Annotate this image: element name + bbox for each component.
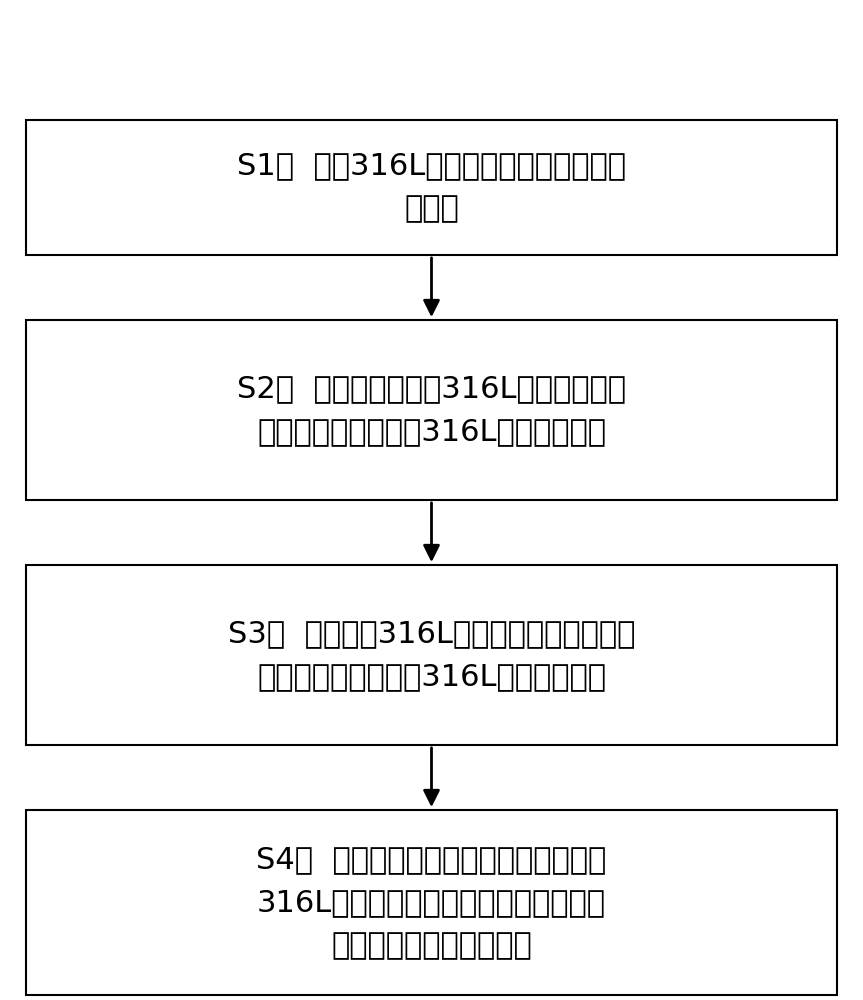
FancyBboxPatch shape xyxy=(26,320,837,500)
Text: S3：  对退火态316L不锈钢板材进行温扎，
制得单向奥氏体结构316L不锈钢板材；: S3： 对退火态316L不锈钢板材进行温扎， 制得单向奥氏体结构316L不锈钢板… xyxy=(228,619,635,691)
FancyBboxPatch shape xyxy=(26,120,837,255)
FancyBboxPatch shape xyxy=(26,810,837,995)
Text: S4：  重复多次温扎，制得高强度高塑性
316L奥氏体不锈钢板材，并利用传送带
将其收集于托盘机构上。: S4： 重复多次温扎，制得高强度高塑性 316L奥氏体不锈钢板材，并利用传送带 … xyxy=(256,845,607,960)
Text: S1：  准备316L不锈钢板材，并对其进行
加热；: S1： 准备316L不锈钢板材，并对其进行 加热； xyxy=(237,152,626,223)
FancyBboxPatch shape xyxy=(26,565,837,745)
Text: S2：  将加热保温后的316L不锈钢板材进
行退火，制得退火态316L不锈钢板材；: S2： 将加热保温后的316L不锈钢板材进 行退火，制得退火态316L不锈钢板材… xyxy=(237,374,626,446)
